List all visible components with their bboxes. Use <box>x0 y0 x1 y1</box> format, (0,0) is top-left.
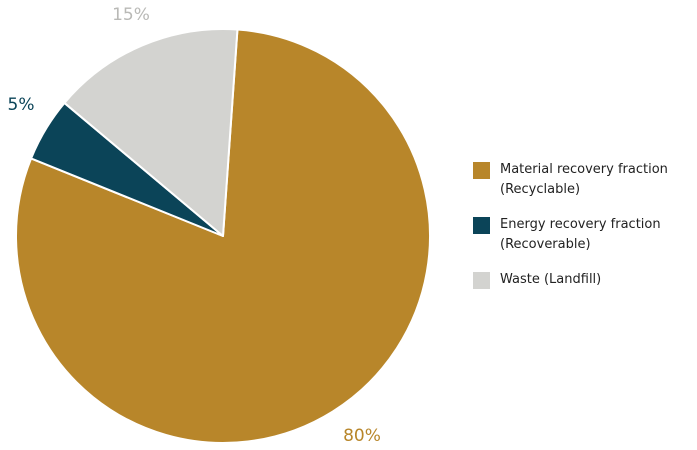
pie-label-waste-landfill: 15% <box>112 5 150 25</box>
legend-item-energy-recovery: Energy recovery fraction (Recoverable) <box>473 215 697 255</box>
legend-label-material-recovery: Material recovery fraction (Recyclable) <box>500 162 668 197</box>
pie-label-energy-recovery: 5% <box>8 95 35 115</box>
legend-swatch-material-recovery <box>473 162 490 179</box>
pie-label-material-recovery: 80% <box>343 426 381 446</box>
legend-label-waste-landfill: Waste (Landfill) <box>500 272 602 287</box>
pie-slice-waste-landfill <box>63 28 239 237</box>
legend-swatch-waste-landfill <box>473 272 490 289</box>
legend-label-energy-recovery: Energy recovery fraction (Recoverable) <box>500 217 661 252</box>
legend-item-material-recovery: Material recovery fraction (Recyclable) <box>473 160 697 200</box>
legend-swatch-energy-recovery <box>473 217 490 234</box>
chart-legend: Material recovery fraction (Recyclable) … <box>473 160 697 305</box>
legend-item-waste-landfill: Waste (Landfill) <box>473 270 697 290</box>
